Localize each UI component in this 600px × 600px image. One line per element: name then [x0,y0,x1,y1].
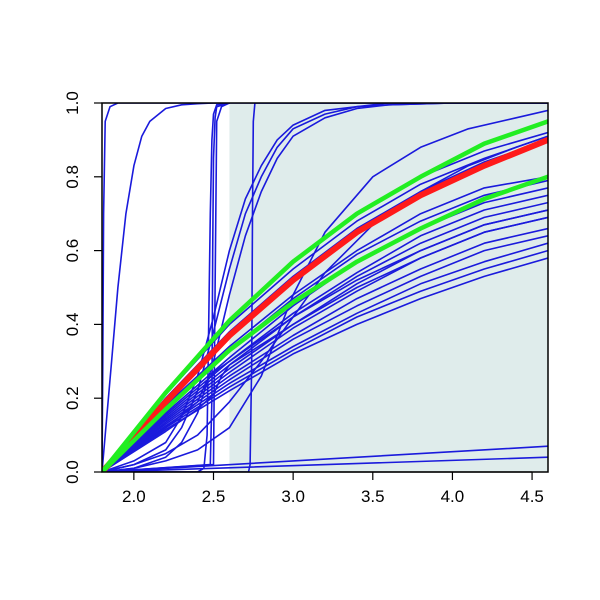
y-tick-label: 0.2 [63,386,82,410]
bound-series-line [102,119,548,472]
y-tick-label: 0.8 [63,165,82,189]
y-tick-label: 1.0 [63,91,82,115]
x-tick-label: 3.5 [361,487,385,506]
series-line [102,103,548,472]
series-line [102,456,548,472]
axes: 2.0 2.5 3.0 3.5 4.0 4.5 0.0 0.2 0.4 0.6 0.8 1.0 [63,91,549,506]
central-series-line [102,136,548,472]
series-line [102,216,548,472]
series-line [102,103,231,472]
series-line [102,176,548,472]
series-line [102,209,548,472]
series-line [102,103,548,472]
x-tick-label: 4.5 [520,487,544,506]
series-line [102,445,548,472]
y-tick-label: 0.0 [63,460,82,484]
series-line [102,103,231,472]
series-line [102,103,548,472]
x-tick-label: 3.0 [281,487,305,506]
series-line [102,227,548,472]
y-tick-label: 0.6 [63,239,82,263]
series-line [102,201,548,472]
series-line [102,103,548,472]
curve-group [102,103,548,472]
y-tick-label: 0.4 [63,313,82,337]
series-line [102,249,548,472]
x-tick-label: 2.0 [122,487,146,506]
bound-series-line [102,174,548,472]
series-line [102,194,548,472]
x-tick-label: 2.5 [202,487,226,506]
series-line [102,235,548,472]
x-tick-label: 4.0 [441,487,465,506]
